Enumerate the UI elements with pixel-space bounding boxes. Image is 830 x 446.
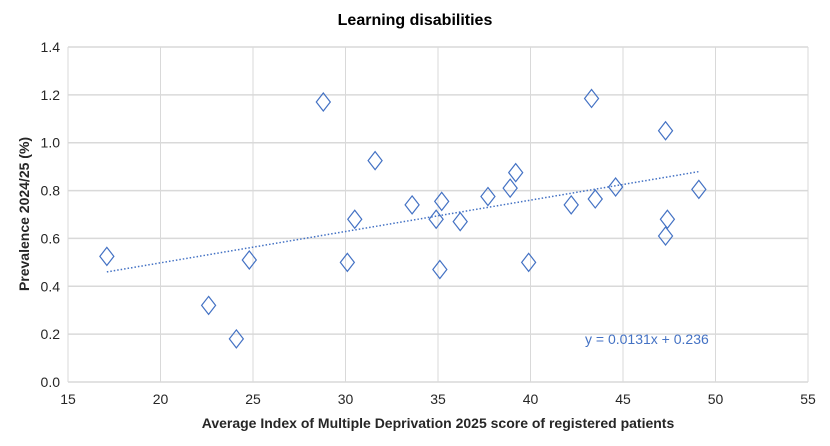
data-point [452,211,468,232]
x-tick-label: 40 [523,391,539,407]
data-point [583,88,600,109]
data-point [404,194,420,215]
y-tick-label: 1.4 [41,39,61,55]
x-tick-label: 25 [245,391,261,407]
data-point [563,194,579,215]
data-point [480,186,496,207]
data-point [99,246,115,267]
data-point [659,209,676,230]
x-tick-label: 55 [800,391,816,407]
data-point [433,191,450,212]
y-tick-label: 0.4 [41,278,61,294]
trendline [106,170,699,273]
data-point [428,209,444,230]
chart-title: Learning disabilities [338,12,493,29]
x-axis-ticks: 15 20 25 30 35 40 45 50 55 [60,391,816,407]
x-tick-label: 45 [615,391,631,407]
data-point [587,188,604,209]
data-point [200,295,217,316]
trendline-equation: y = 0.0131x + 0.236 [585,331,709,347]
x-tick-label: 15 [60,391,76,407]
y-tick-label: 1.2 [41,87,61,103]
data-point [228,328,245,349]
data-point [367,150,383,171]
y-tick-label: 1.0 [41,135,61,151]
data-point [432,259,448,280]
data-point [657,120,674,141]
x-tick-label: 50 [708,391,724,407]
x-tick-label: 30 [338,391,354,407]
y-tick-label: 0.8 [41,183,61,199]
x-tick-label: 35 [430,391,446,407]
data-point [241,249,258,270]
data-point [315,92,332,113]
grid [67,46,809,383]
data-point [502,178,518,199]
y-axis-label: Prevalence 2024/25 (%) [16,137,32,291]
x-axis-label: Average Index of Multiple Deprivation 20… [202,415,675,431]
data-point [657,226,674,247]
data-point [339,252,356,273]
data-point [691,179,707,200]
x-tick-label: 20 [153,391,169,407]
y-tick-label: 0.0 [41,374,61,390]
y-tick-label: 0.2 [41,326,61,342]
data-point [520,252,537,273]
y-axis-ticks: 0.0 0.2 0.4 0.6 0.8 1.0 1.2 1.4 [41,39,61,390]
data-point [346,209,363,230]
data-point [607,177,624,197]
y-tick-label: 0.6 [41,230,61,246]
data-points [99,88,707,349]
data-point [507,162,524,183]
